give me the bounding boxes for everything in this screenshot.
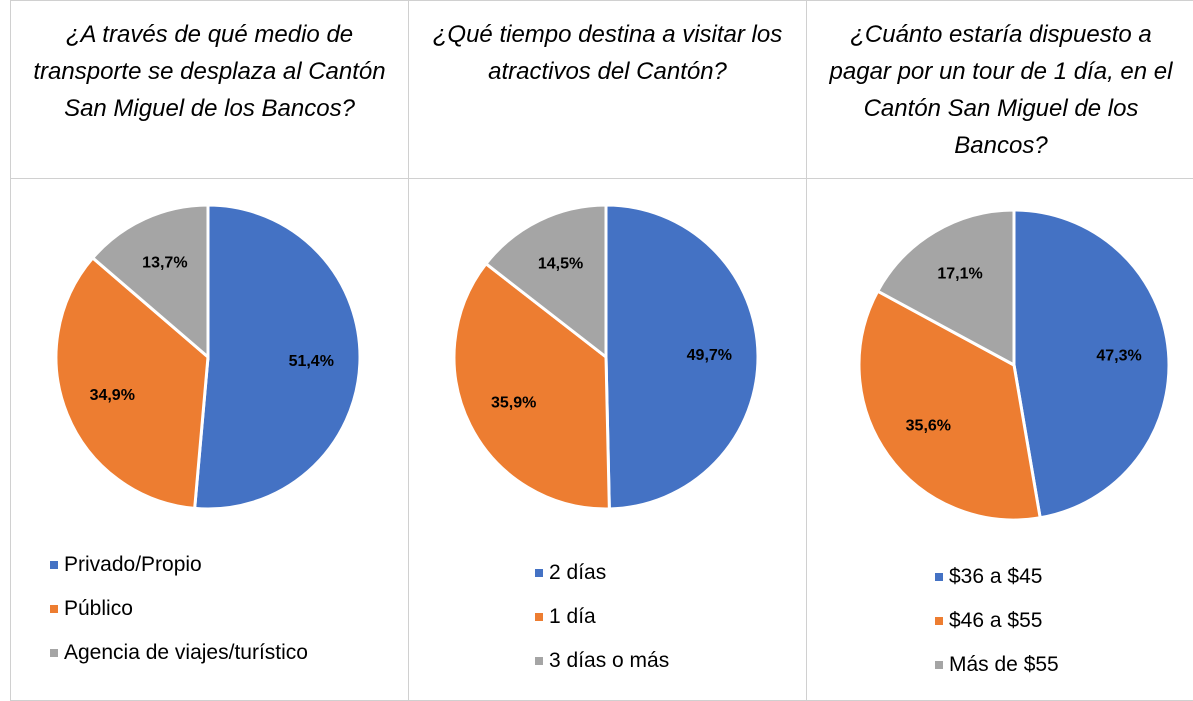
chart-title: ¿Qué tiempo destina a visitar los atract… (432, 21, 783, 85)
pie-slice (1012, 208, 1171, 520)
legend: $36 a $45 $46 a $55 Más de $55 (935, 555, 1059, 687)
legend-label: Público (64, 597, 133, 620)
legend-swatch (935, 617, 943, 625)
pie-slice (452, 261, 611, 511)
legend: Privado/Propio Público Agencia de viajes/t… (50, 543, 308, 675)
data-label: 35,6% (906, 418, 951, 435)
legend-swatch (535, 569, 543, 577)
legend-item: Privado/Propio (50, 543, 308, 587)
legend-label: $36 a $45 (949, 565, 1043, 588)
legend-label: Más de $55 (949, 653, 1059, 676)
legend-item: Agencia de viajes/turístico (50, 631, 308, 675)
data-label: 47,3% (1096, 347, 1141, 364)
data-label: 51,4% (289, 353, 334, 370)
data-label: 49,7% (687, 347, 732, 364)
chart-title: ¿Cuánto estaría dispuesto a pagar por un… (829, 21, 1173, 159)
legend-swatch (50, 649, 58, 657)
legend-swatch (935, 661, 943, 669)
legend-item: $46 a $55 (935, 599, 1059, 643)
legend-label: 3 días o más (549, 649, 670, 672)
data-label: 13,7% (142, 254, 187, 271)
legend-item: Más de $55 (935, 643, 1059, 687)
legend-swatch (535, 657, 543, 665)
data-label: 14,5% (538, 255, 583, 272)
legend-item: 2 días (535, 551, 669, 595)
pie-slice (875, 208, 1016, 368)
pie-slice (857, 289, 1042, 522)
legend-item: $36 a $45 (935, 555, 1059, 599)
legend-label: Privado/Propio (64, 553, 202, 576)
legend: 2 días 1 día 3 días o más (535, 551, 669, 683)
pie-slice (604, 203, 760, 511)
pie-slice (54, 255, 210, 511)
legend-label: Agencia de viajes/turístico (64, 641, 308, 664)
data-label: 34,9% (90, 387, 135, 404)
legend-item: Público (50, 587, 308, 631)
legend-item: 1 día (535, 595, 669, 639)
legend-label: 2 días (549, 561, 607, 584)
pie-slice (483, 203, 608, 361)
data-label: 17,1% (937, 266, 982, 283)
pie-slice (90, 203, 210, 361)
legend-label: $46 a $55 (949, 609, 1043, 632)
legend-item: 3 días o más (535, 639, 669, 683)
legend-swatch (50, 605, 58, 613)
legend-label: 1 día (549, 605, 596, 628)
chart-title: ¿A través de qué medio de transporte se … (33, 21, 386, 122)
data-label: 35,9% (491, 395, 536, 412)
legend-swatch (935, 573, 943, 581)
legend-swatch (50, 561, 58, 569)
pie-slice (193, 203, 362, 511)
legend-swatch (535, 613, 543, 621)
